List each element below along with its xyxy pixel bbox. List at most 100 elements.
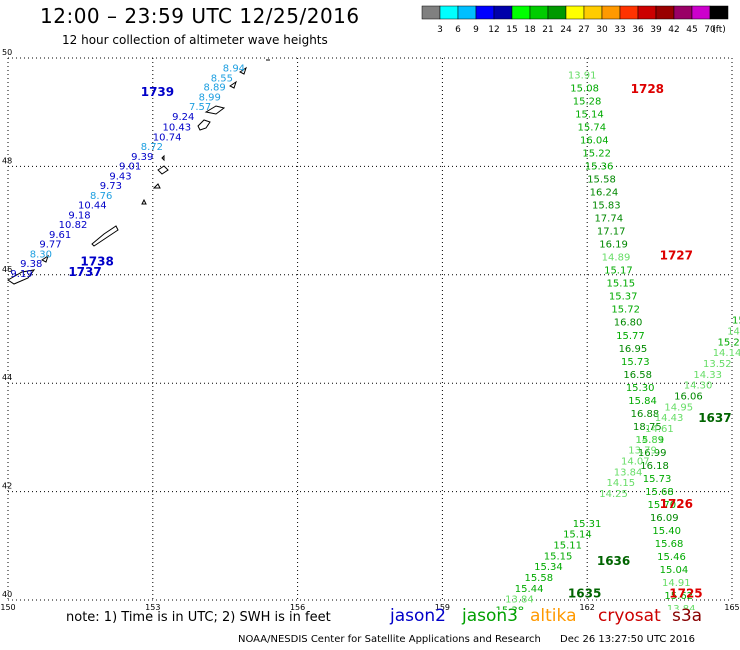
wave-height-point: 15.08 (570, 84, 599, 95)
color-scale-bar: 3 6 9 12 15 18 21 24 27 30 33 36 39 42 45 70(ft) (421, 5, 729, 35)
coastline-islands (7, 59, 270, 285)
wave-height-point: 14.91 (662, 578, 691, 589)
legend-cryosat: cryosat (598, 606, 661, 626)
wave-height-point: 15.58 (587, 175, 616, 186)
wave-height-point: 15.62 (664, 591, 693, 602)
wave-height-point: 14.43 (655, 413, 684, 424)
pass-time-label: 1728 (631, 82, 664, 96)
wave-height-point: 15.31 (573, 519, 602, 530)
lon-tick-label: 156 (290, 603, 305, 610)
wave-height-point: 14.81 (635, 435, 664, 446)
wave-height-point: 14.07 (621, 457, 650, 468)
wave-height-point: 8.89 (203, 83, 225, 94)
lat-tick-label: 48 (2, 156, 12, 165)
wave-height-point: 15.74 (578, 123, 607, 134)
colorbar-label: 6 (455, 25, 461, 35)
lat-tick-label: 46 (2, 265, 12, 274)
colorbar-label: 12 (488, 25, 499, 35)
colorbar-label: 3 (437, 25, 443, 35)
wave-height-point: 9.01 (119, 162, 141, 173)
wave-height-point: 10.44 (78, 201, 107, 212)
wave-height-point: 14.89 (602, 253, 631, 264)
wave-height-point: 7.57 (189, 102, 211, 113)
wave-height-point: 14.6 (727, 326, 740, 337)
wave-height-point: 15.73 (621, 357, 650, 368)
colorbar-label: 42 (668, 25, 679, 35)
wave-height-point: 9.24 (172, 112, 194, 123)
wave-height-point: 15.38 (495, 606, 524, 610)
wave-height-point: 8.72 (141, 142, 163, 153)
wave-height-point: 15.04 (660, 565, 689, 576)
wave-height-point: 13.84 (505, 595, 534, 606)
lon-tick-label: 162 (580, 603, 595, 610)
legend-jason2: jason2 (390, 606, 446, 626)
wave-height-point: 13.79 (628, 446, 657, 457)
wave-height-point: 15.22 (582, 149, 611, 160)
lat-tick-label: 40 (2, 590, 12, 599)
wave-height-point: 9.77 (39, 240, 61, 251)
wave-height-point: 15.89 (635, 435, 664, 446)
pass-time-label: 1636 (597, 554, 630, 568)
wave-height-point: 14.33 (693, 370, 722, 381)
wave-height-point: 16.58 (623, 370, 652, 381)
pass-time-label: 1727 (660, 249, 693, 263)
wave-height-point: 9.19 (10, 269, 32, 280)
pass-time-label: 1739 (141, 85, 174, 99)
wave-height-point: 15.28 (718, 337, 740, 348)
wave-height-point: 16.24 (590, 188, 619, 199)
page-title: 12:00 – 23:59 UTC 12/25/2016 (40, 4, 360, 28)
lon-tick-label: 159 (435, 603, 450, 610)
wave-height-point: 9.38 (20, 259, 42, 270)
timestamp-text: Dec 26 13:27:50 UTC 2016 (560, 634, 695, 645)
units-note: note: 1) Time is in UTC; 2) SWH is in fe… (66, 610, 331, 625)
wave-height-point: 8.99 (199, 92, 221, 103)
wave-height-point: 15.77 (616, 331, 645, 342)
wave-height-point: 15.11 (553, 541, 582, 552)
wave-height-point: 15.72 (611, 305, 640, 316)
wave-height-point: 15.37 (609, 292, 638, 303)
wave-height-point: 16.80 (614, 318, 643, 329)
wave-height-point: 9.39 (131, 152, 153, 163)
colorbar-label: 24 (560, 25, 572, 35)
pass-time-label: 1725 (669, 586, 702, 600)
wave-height-point: 9.18 (68, 210, 90, 221)
colorbar-label: (ft) (712, 25, 726, 35)
wave-height-point: 14.30 (684, 381, 713, 392)
lat-tick-label: 50 (2, 48, 12, 57)
colorbar-label: 45 (686, 25, 697, 35)
series-jason3: 13.91 15.08 15.28 15.14 15.74 16.04 15.22 15.36… (495, 71, 740, 610)
wave-height-point: 15.28 (573, 97, 602, 108)
colorbar-label: 21 (542, 25, 553, 35)
wave-height-point: 8.30 (30, 249, 52, 260)
wave-height-point: 16.88 (631, 409, 660, 420)
wave-height-point: 8.55 (211, 73, 233, 84)
wave-height-point: 18.75 (633, 422, 662, 433)
wave-height-point: 16.95 (619, 344, 648, 355)
colorbar-swatch (709, 5, 729, 20)
wave-height-point: 15.36 (585, 162, 614, 173)
wave-height-point: 15.68 (645, 487, 674, 498)
wave-height-point: 15.17 (604, 266, 633, 277)
wave-height-point: 15.73 (643, 474, 672, 485)
legend-s3a: s3a (672, 606, 703, 626)
pass-time-label: 1635 (568, 586, 601, 600)
pass-time-label: 1738 (80, 255, 113, 269)
pass-time-label: 1637 (698, 411, 731, 425)
lon-tick-label: 165 (724, 603, 739, 610)
colorbar-label: 36 (632, 25, 644, 35)
wave-height-point: 15.58 (524, 573, 553, 584)
legend-jason3: jason3 (462, 606, 518, 626)
wave-height-point: 17.17 (597, 227, 626, 238)
wave-height-point: 10.43 (162, 123, 191, 134)
wave-height-point: 15.14 (563, 530, 592, 541)
wave-height-point: 16.04 (580, 136, 609, 147)
colorbar-label: 18 (524, 25, 536, 35)
page-subtitle: 12 hour collection of altimeter wave hei… (62, 33, 328, 47)
lat-tick-label: 44 (2, 373, 12, 382)
pass-time-label: 1737 (68, 265, 101, 279)
colorbar-label: 30 (596, 25, 608, 35)
wave-height-point: 16.18 (640, 461, 669, 472)
wave-height-point: 15.83 (592, 201, 621, 212)
wave-height-point: 10.82 (59, 220, 88, 231)
wave-height-point: 15.14 (575, 110, 604, 121)
